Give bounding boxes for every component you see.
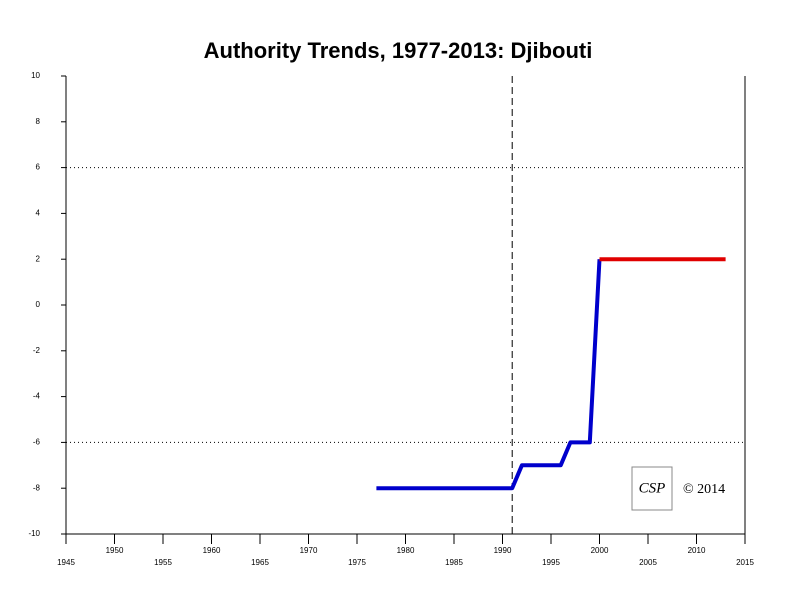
chart-title: Authority Trends, 1977-2013: Djibouti (204, 38, 593, 63)
x-tick-label: 1955 (154, 558, 172, 567)
logo-box (631, 466, 673, 511)
y-tick-label: -8 (33, 483, 41, 492)
x-tick-label: 1970 (300, 546, 318, 555)
y-tick-label: -6 (33, 438, 41, 447)
y-tick-label: -2 (33, 346, 41, 355)
y-tick-label: -4 (33, 392, 41, 401)
x-tick-label: 1960 (203, 546, 221, 555)
logo: CSP (639, 480, 666, 496)
x-tick-label: 1990 (494, 546, 512, 555)
x-tick-label: 1985 (445, 558, 463, 567)
x-tick-label: 1965 (251, 558, 269, 567)
x-tick-label: 1945 (57, 558, 75, 567)
x-tick-label: 1980 (397, 546, 415, 555)
x-tick-label: 2000 (591, 546, 609, 555)
y-tick-label: 4 (36, 209, 41, 218)
x-tick-label: 2010 (688, 546, 706, 555)
y-tick-label: 0 (36, 300, 41, 309)
copyright: © 2014 (683, 482, 725, 497)
y-tick-label: 8 (36, 117, 41, 126)
x-tick-label: 2005 (639, 558, 657, 567)
x-tick-label: 1950 (106, 546, 124, 555)
data-line (376, 259, 602, 491)
x-tick-label: 2015 (736, 558, 754, 567)
y-tick-label: 6 (36, 163, 41, 172)
y-tick-label: 10 (31, 71, 40, 80)
y-tick-label: 2 (36, 254, 41, 263)
y-tick-label: -10 (28, 529, 40, 538)
x-tick-label: 1975 (348, 558, 366, 567)
x-tick-label: 1995 (542, 558, 560, 567)
